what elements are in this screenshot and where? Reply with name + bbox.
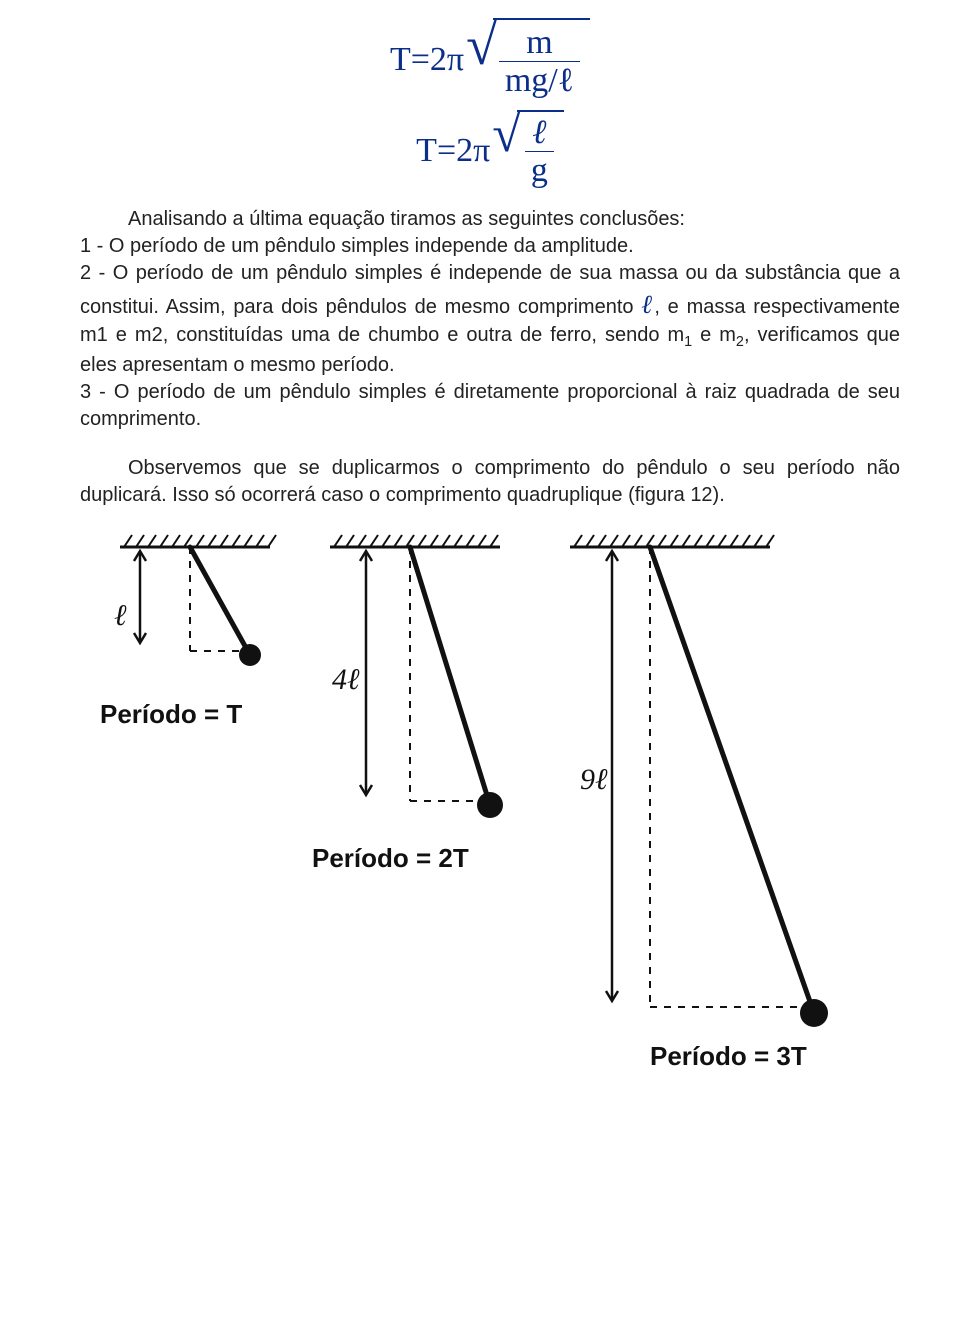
length-label: 4ℓ xyxy=(332,663,360,697)
length-label: ℓ xyxy=(114,599,127,633)
eq2-denominator: g xyxy=(525,152,554,189)
period-label: Período = T xyxy=(100,699,242,730)
radical-icon: √ xyxy=(492,114,521,156)
conclusion-3: 3 - O período de um pêndulo simples é di… xyxy=(80,379,900,433)
eq1-denominator: mg/ℓ xyxy=(499,62,580,99)
figure-12: ℓ Período = T 4ℓ Período = 2T 9ℓ Período = 3T xyxy=(90,533,910,1073)
eq1-numerator: m xyxy=(499,24,580,62)
document-page: T=2π √ m mg/ℓ T=2π √ ℓ g xyxy=(0,0,960,1103)
equation-1: T=2π √ m mg/ℓ xyxy=(80,18,900,102)
script-ell-icon: ℓ xyxy=(641,290,654,319)
radical-icon: √ xyxy=(466,24,497,69)
conclusion-2: 2 - O período de um pêndulo simples é in… xyxy=(80,260,900,380)
eq2-prefix: T=2π xyxy=(416,132,490,170)
eq1-sqrt: √ m mg/ℓ xyxy=(466,18,590,102)
intro-line: Analisando a última equação tiramos as s… xyxy=(80,206,900,233)
eq2-sqrt: √ ℓ g xyxy=(492,110,564,192)
equation-2: T=2π √ ℓ g xyxy=(80,110,900,192)
length-label: 9ℓ xyxy=(580,763,608,797)
c2-part-c: e m xyxy=(692,324,736,346)
eq2-numerator: ℓ xyxy=(525,114,554,152)
eq1-prefix: T=2π xyxy=(390,41,464,79)
period-label: Período = 3T xyxy=(650,1041,807,1072)
period-label: Período = 2T xyxy=(312,843,469,874)
observation: Observemos que se duplicarmos o comprime… xyxy=(80,455,900,509)
subscript-1: 1 xyxy=(684,334,692,350)
conclusion-1: 1 - O período de um pêndulo simples inde… xyxy=(80,233,900,260)
pendulum-diagram xyxy=(90,533,910,1073)
subscript-2: 2 xyxy=(736,334,744,350)
